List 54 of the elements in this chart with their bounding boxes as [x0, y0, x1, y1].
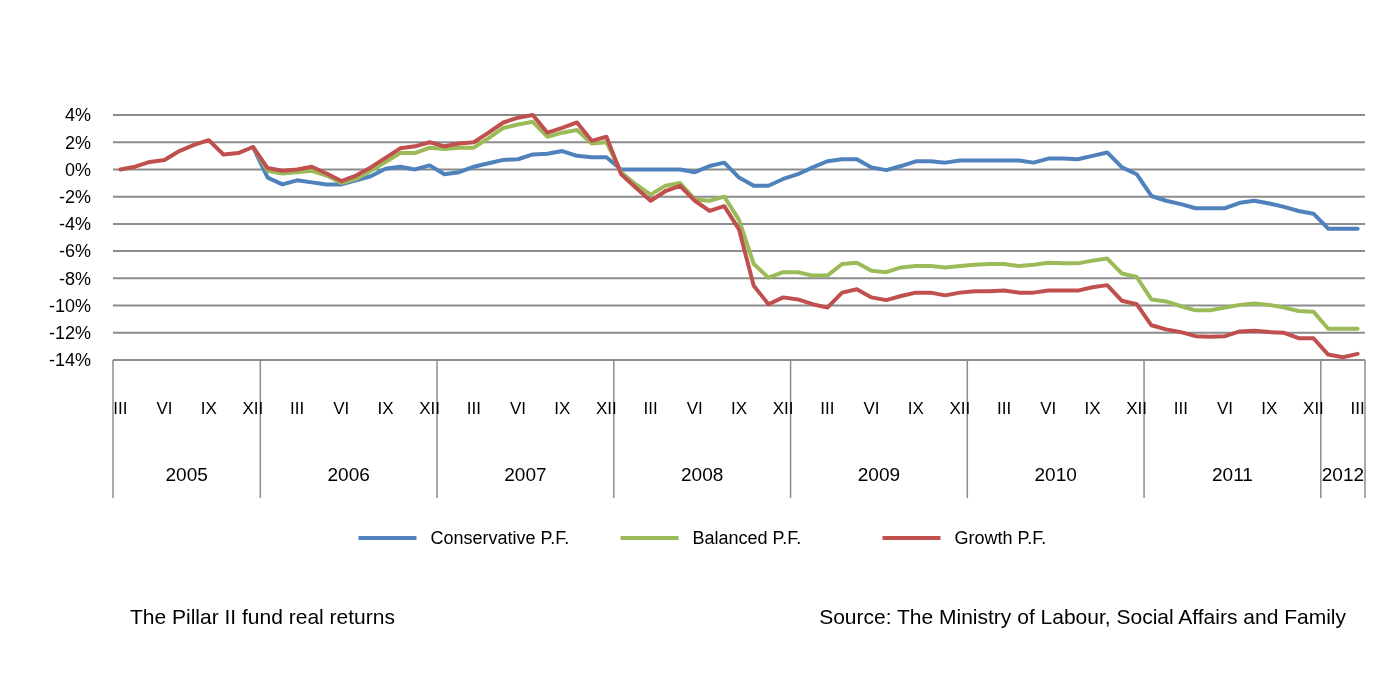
- y-tick-label: -8%: [58, 268, 91, 289]
- text: 2009: [857, 464, 901, 485]
- y-tick-label: -10%: [48, 295, 91, 316]
- x-tick-label: XII: [949, 399, 971, 418]
- x-tick-label: VI: [333, 399, 350, 418]
- x-tick-label: VI: [1217, 399, 1234, 418]
- x-tick-label: III: [643, 399, 658, 418]
- y-tick-label: 4%: [64, 105, 91, 126]
- x-tick-label: III: [466, 399, 481, 418]
- x-tick-label: III: [1173, 399, 1188, 418]
- x-tick-label: III: [820, 399, 835, 418]
- x-tick-label: III: [113, 399, 128, 418]
- text: 2005: [165, 464, 208, 485]
- x-tick-label: IX: [554, 399, 571, 418]
- y-tick-label: -14%: [48, 350, 91, 371]
- text: The Pillar II fund real returns: [130, 605, 395, 628]
- legend-label: Conservative P.F.: [430, 528, 570, 549]
- text: 2011: [1212, 464, 1253, 485]
- y-tick-label: -12%: [48, 323, 91, 344]
- text: 2010: [1034, 464, 1077, 485]
- x-tick-label: XII: [1126, 399, 1148, 418]
- source-note: Source: The Ministry of Labour, Social Affairs and Family: [819, 605, 1347, 628]
- legend-label: Growth P.F.: [954, 528, 1047, 549]
- x-tick-label: IX: [377, 399, 394, 418]
- x-tick-label: XII: [596, 399, 617, 418]
- x-tick-label: IX: [730, 399, 748, 418]
- x-tick-label: IX: [1084, 399, 1101, 418]
- x-tick-label: IX: [1261, 399, 1278, 418]
- x-tick-label: III: [290, 399, 305, 418]
- line-series: [250, 119, 1360, 331]
- x-tick-label: VI: [156, 399, 173, 418]
- legend-label: Balanced P.F.: [692, 528, 802, 549]
- x-tick-label: VI: [510, 399, 527, 418]
- y-tick-label: -4%: [58, 214, 91, 235]
- text: 2006: [327, 464, 370, 485]
- line-series: [118, 113, 1360, 360]
- y-tick-label: -2%: [58, 186, 91, 207]
- x-tick-label: VI: [863, 399, 880, 418]
- x-tick-label: III: [1350, 399, 1365, 418]
- text: 2012: [1321, 464, 1365, 485]
- x-tick-label: XII: [419, 399, 441, 418]
- x-tick-label: VI: [1040, 399, 1057, 418]
- text: 2007: [504, 464, 547, 485]
- x-tick-label: XII: [242, 399, 264, 418]
- y-tick-label: -6%: [58, 241, 91, 262]
- x-tick-label: XII: [772, 399, 794, 418]
- x-tick-label: XII: [1303, 399, 1324, 418]
- text: 2008: [681, 464, 724, 485]
- y-tick-label: 0%: [64, 159, 91, 180]
- x-tick-label: VI: [686, 399, 703, 418]
- x-tick-label: IX: [907, 399, 924, 418]
- x-tick-label: IX: [200, 399, 217, 418]
- x-tick-label: III: [997, 399, 1012, 418]
- y-tick-label: 2%: [64, 132, 91, 153]
